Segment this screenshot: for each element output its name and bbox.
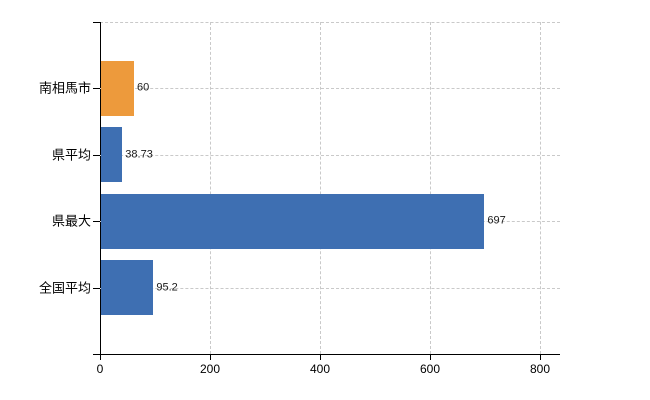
category-tick bbox=[93, 287, 100, 289]
x-axis-tick bbox=[320, 354, 321, 360]
x-tick-label: 800 bbox=[529, 362, 551, 376]
y-axis-line bbox=[100, 22, 101, 354]
gridline-horizontal bbox=[100, 154, 560, 156]
value-label: 697 bbox=[487, 214, 506, 227]
category-label: 県平均 bbox=[51, 147, 91, 163]
gridline-horizontal bbox=[100, 287, 560, 289]
x-axis-line bbox=[93, 354, 560, 355]
x-tick-label: 0 bbox=[96, 362, 104, 376]
gridline-vertical bbox=[320, 22, 321, 354]
gridline-vertical bbox=[430, 22, 431, 354]
category-tick bbox=[93, 154, 100, 156]
value-label: 95.2 bbox=[156, 281, 178, 294]
value-label: 60 bbox=[137, 81, 150, 94]
category-label: 南相馬市 bbox=[38, 80, 91, 96]
plot-top-border bbox=[100, 22, 560, 23]
x-tick-label: 400 bbox=[309, 362, 331, 376]
gridline-vertical bbox=[540, 22, 541, 354]
bar bbox=[101, 193, 485, 249]
x-tick-label: 200 bbox=[199, 362, 221, 376]
category-label: 全国平均 bbox=[38, 280, 91, 296]
x-axis-tick bbox=[210, 354, 211, 360]
y-axis-top-tick bbox=[93, 22, 100, 23]
category-label: 県最大 bbox=[51, 213, 91, 229]
bar bbox=[101, 60, 134, 116]
gridline-vertical bbox=[210, 22, 211, 354]
bar bbox=[101, 127, 123, 183]
category-tick bbox=[93, 221, 100, 223]
x-axis-tick bbox=[100, 354, 101, 360]
bar bbox=[101, 260, 154, 316]
x-axis-tick bbox=[540, 354, 541, 360]
x-axis-tick bbox=[430, 354, 431, 360]
category-tick bbox=[93, 88, 100, 90]
value-label: 38.73 bbox=[125, 148, 153, 161]
gridline-horizontal bbox=[100, 88, 560, 90]
x-tick-label: 600 bbox=[419, 362, 441, 376]
